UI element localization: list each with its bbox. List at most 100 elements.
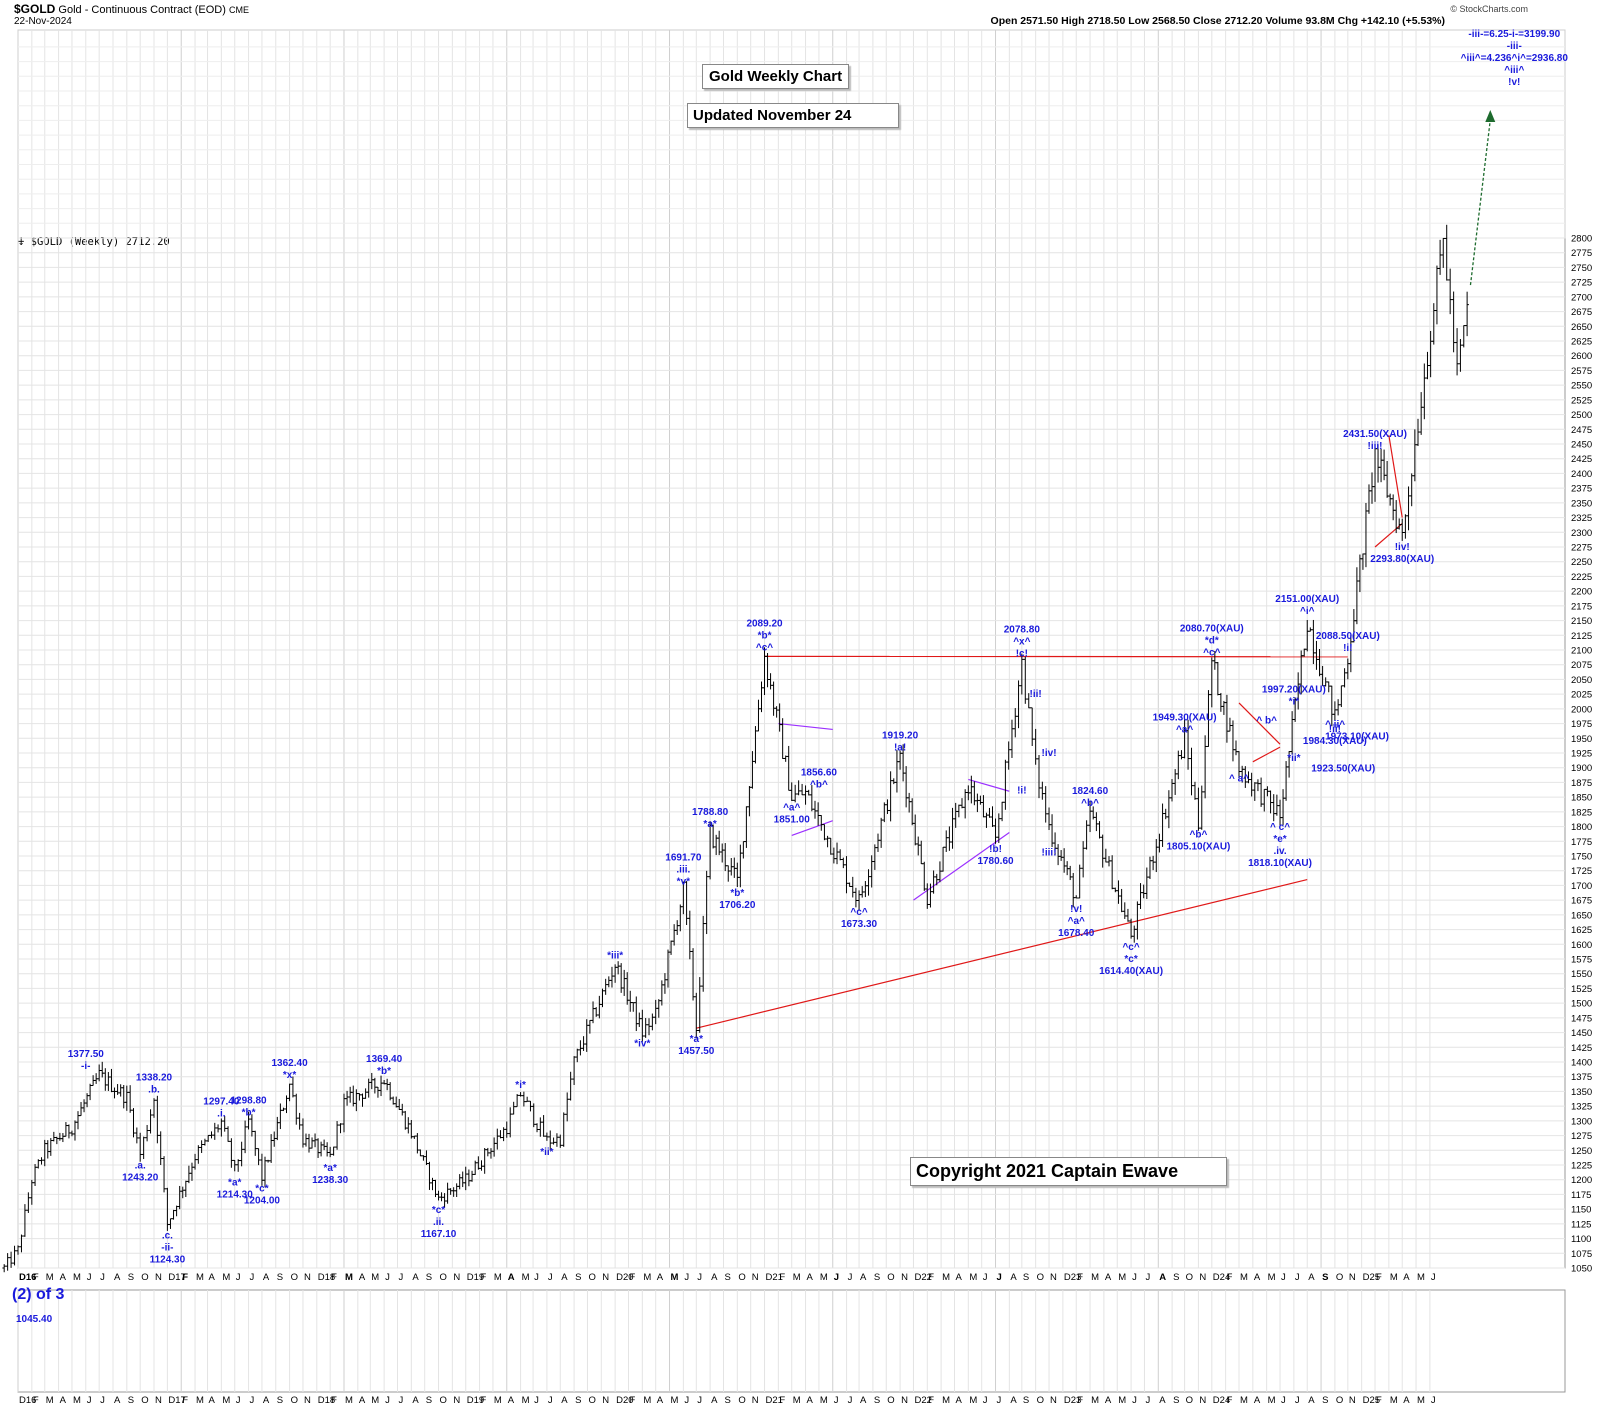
x-tick-label: M — [222, 1272, 230, 1283]
x-tick-label: J — [697, 1272, 702, 1283]
x-tick-label: D16 — [19, 1272, 36, 1283]
x-tick-label: M — [1091, 1272, 1099, 1283]
x-tick-label-lower: N — [1349, 1395, 1356, 1404]
wave-label: 1973.10(XAU) — [1325, 731, 1389, 742]
x-tick-label-lower: A — [1010, 1395, 1017, 1404]
x-tick-label-lower: A — [1254, 1395, 1261, 1404]
wave-label: .a. — [135, 1160, 146, 1171]
wave-label: ^c^ — [1203, 647, 1220, 658]
x-tick-label: M — [793, 1272, 801, 1283]
wave-label: ^b^ — [810, 779, 828, 790]
x-tick-label: D23 — [1064, 1272, 1081, 1283]
x-tick-label-lower: M — [1091, 1395, 1099, 1404]
y-tick-label: 2025 — [1571, 690, 1592, 701]
x-tick-label-lower: A — [860, 1395, 867, 1404]
x-axis-ticks: D16D16FFMMAAMMJJJJAASSOONND17D17FFMMAAMM… — [19, 1272, 1436, 1404]
wave-label: .i. — [217, 1108, 226, 1119]
y-tick-label: 2250 — [1571, 557, 1592, 568]
y-tick-label: 1450 — [1571, 1028, 1592, 1039]
wave-label: 1298.80 — [230, 1096, 267, 1107]
wave-label: 1949.30(XAU) — [1153, 713, 1217, 724]
x-tick-label: A — [263, 1272, 270, 1283]
wave-label: .iv. — [1273, 846, 1286, 857]
x-tick-label-lower: J — [697, 1395, 702, 1404]
y-tick-label: 2050 — [1571, 675, 1592, 686]
wave-label: ^i^ — [1300, 606, 1315, 617]
trendline — [1388, 435, 1403, 518]
x-tick-label: D25 — [1363, 1272, 1380, 1283]
trendline — [913, 831, 1010, 901]
x-tick-label: S — [575, 1272, 581, 1283]
y-axis-ticks: 1050 1075 1100 1125 1150 1175 1200 1225 1250 1275… — [1571, 234, 1592, 1275]
x-tick-label-lower: M — [73, 1395, 81, 1404]
x-tick-label: S — [1322, 1272, 1328, 1283]
x-tick-label: J — [385, 1272, 390, 1283]
chart-title-box: Gold Weekly Chart — [702, 64, 850, 89]
x-tick-label-lower: M — [196, 1395, 204, 1404]
wave-label: 1457.50 — [678, 1046, 715, 1057]
wave-label: *c* — [432, 1205, 445, 1216]
x-tick-label-lower: D24 — [1213, 1395, 1230, 1404]
grid — [17, 29, 1566, 1393]
y-tick-label: 2725 — [1571, 278, 1592, 289]
wave-label: 1214.30 — [217, 1189, 254, 1200]
y-tick-label: 1200 — [1571, 1175, 1592, 1186]
x-tick-label-lower: N — [453, 1395, 460, 1404]
x-tick-label-lower: N — [602, 1395, 609, 1404]
x-tick-label-lower: O — [887, 1395, 894, 1404]
x-tick-label: J — [1145, 1272, 1150, 1283]
x-tick-label-lower: A — [359, 1395, 366, 1404]
wave-label: ^iii^=4.236^i^=2936.80 — [1461, 53, 1569, 64]
x-tick-label: S — [724, 1272, 730, 1283]
wave-label: 1805.10(XAU) — [1166, 842, 1230, 853]
wave-label: !iv! — [1042, 748, 1057, 759]
projection — [1469, 110, 1496, 286]
x-tick-label: N — [1050, 1272, 1057, 1283]
y-tick-label: 1250 — [1571, 1146, 1592, 1157]
y-tick-label: 1675 — [1571, 896, 1592, 907]
x-tick-label: N — [155, 1272, 162, 1283]
wave-labels: 1377.50-i- 1338.20.b. .a.1243.20 .c.-ii-112… — [68, 29, 1569, 1265]
wave-label: 1338.20 — [136, 1072, 173, 1083]
x-tick-label-lower: F — [182, 1395, 188, 1404]
y-tick-label: 2400 — [1571, 469, 1592, 480]
x-tick-label: N — [304, 1272, 311, 1283]
x-tick-label-lower: N — [304, 1395, 311, 1404]
x-tick-label-lower: A — [657, 1395, 664, 1404]
y-tick-label: 1700 — [1571, 881, 1592, 892]
wave-label: 2078.80 — [1004, 624, 1041, 635]
y-tick-label: 2325 — [1571, 513, 1592, 524]
y-tick-label: 2600 — [1571, 351, 1592, 362]
x-tick-label-lower: D19 — [467, 1395, 484, 1404]
x-tick-label-lower: S — [1023, 1395, 1029, 1404]
updated-box: Updated November 24 — [687, 103, 899, 128]
header-source: © StockCharts.com — [1450, 4, 1528, 14]
x-tick-label: M — [1417, 1272, 1425, 1283]
x-tick-label-lower: M — [1118, 1395, 1126, 1404]
x-tick-label: J — [834, 1272, 839, 1283]
y-tick-label: 2525 — [1571, 395, 1592, 406]
x-tick-label-lower: O — [1186, 1395, 1193, 1404]
y-tick-label: 1350 — [1571, 1087, 1592, 1098]
wave-label: ^ b^ — [1256, 715, 1277, 726]
x-tick-label-lower: S — [426, 1395, 432, 1404]
x-tick-label-lower: J — [1281, 1395, 1286, 1404]
y-tick-label: 2375 — [1571, 484, 1592, 495]
x-tick-label: S — [1173, 1272, 1179, 1283]
x-tick-label: A — [60, 1272, 67, 1283]
x-tick-label: O — [291, 1272, 298, 1283]
y-tick-label: 2225 — [1571, 572, 1592, 583]
wave-label: 1678.40 — [1058, 928, 1095, 939]
x-tick-label: M — [969, 1272, 977, 1283]
x-tick-label: O — [887, 1272, 894, 1283]
x-tick-label-lower: S — [1322, 1395, 1328, 1404]
wave-label: *a* — [323, 1163, 336, 1174]
y-tick-label: 1125 — [1571, 1219, 1591, 1230]
wave-label: 1706.20 — [719, 900, 756, 911]
wave-label: 1818.10(XAU) — [1248, 858, 1312, 869]
wave-label: *a* — [703, 819, 716, 830]
symbol: $GOLD — [14, 2, 56, 16]
x-tick-label: M — [1268, 1272, 1276, 1283]
x-tick-label: J — [534, 1272, 539, 1283]
x-tick-label-lower: D20 — [616, 1395, 633, 1404]
